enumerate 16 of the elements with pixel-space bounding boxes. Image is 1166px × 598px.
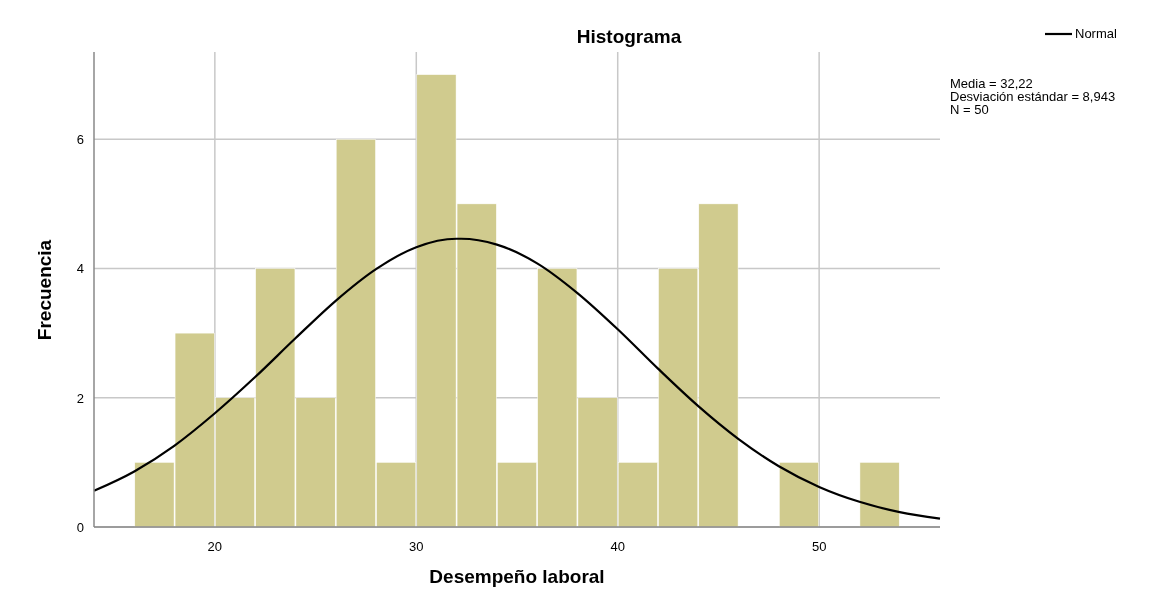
x-tick-label: 40 [610, 539, 625, 554]
y-tick-label: 6 [76, 132, 84, 148]
chart-title: Histograma [576, 26, 682, 47]
y-axis-title: Frecuencia [34, 239, 55, 341]
legend-label: Normal [1075, 26, 1118, 41]
text: Media = 32,22 [950, 76, 1033, 91]
x-axis-title: Desempeño laboral [429, 566, 605, 587]
y-tick-label: 4 [76, 261, 84, 277]
y-tick-label: 2 [76, 390, 84, 406]
x-tick-label: 20 [207, 539, 223, 554]
text: N = 50 [950, 102, 989, 117]
line-series [92, 237, 942, 520]
x-tick-label: 50 [811, 539, 827, 554]
y-tick-label: 0 [76, 520, 84, 535]
text: Desviación estándar = 8,943 [950, 89, 1116, 104]
x-tick-label: 30 [409, 539, 424, 554]
